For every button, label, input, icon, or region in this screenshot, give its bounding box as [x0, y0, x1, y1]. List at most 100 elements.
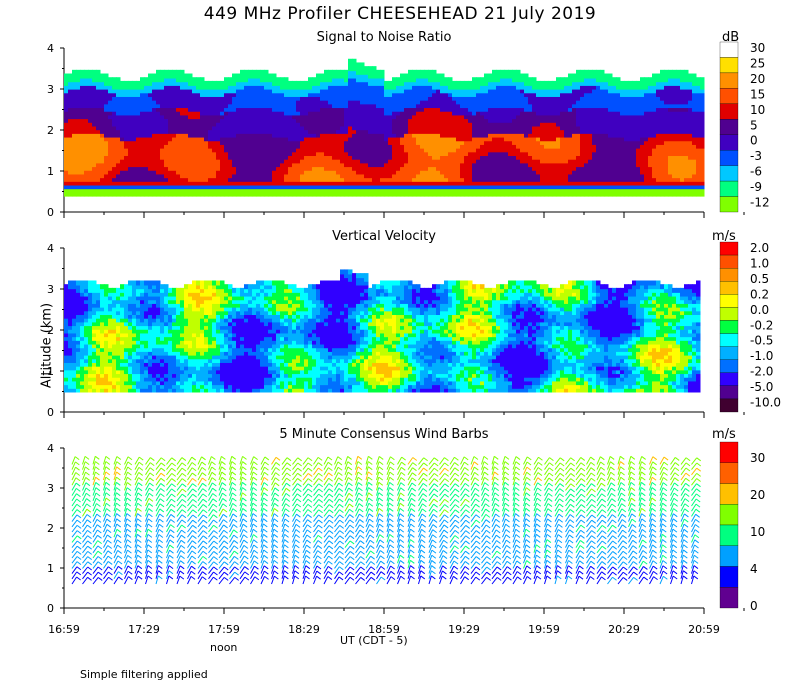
snr-cell: [128, 191, 133, 197]
snr-cell: [404, 95, 409, 101]
snr-cell: [144, 143, 149, 149]
snr-cell: [152, 147, 157, 153]
snr-cell: [232, 169, 237, 175]
snr-cell: [268, 128, 273, 134]
snr-cell: [340, 110, 345, 116]
snr-cell: [264, 88, 269, 94]
snr-cell: [412, 125, 417, 131]
snr-cell: [244, 121, 249, 127]
snr-cell: [180, 128, 185, 134]
snr-cell: [388, 187, 393, 193]
snr-cell: [120, 80, 125, 86]
snr-cell: [364, 114, 369, 120]
snr-cell: [340, 169, 345, 175]
snr-cell: [84, 173, 89, 179]
y-tick-label: 3: [47, 83, 54, 96]
snr-cell: [372, 88, 377, 94]
snr-cell: [176, 103, 181, 109]
snr-cell: [196, 162, 201, 168]
snr-cell: [92, 84, 97, 90]
snr-cell: [344, 84, 349, 90]
snr-cell: [380, 84, 385, 90]
snr-cell: [200, 173, 205, 179]
snr-cell: [64, 73, 69, 79]
snr-cell: [272, 117, 277, 123]
snr-cell: [480, 114, 485, 120]
snr-cell: [400, 184, 405, 190]
snr-cell: [112, 191, 117, 197]
snr-cell: [488, 154, 493, 160]
snr-cell: [288, 173, 293, 179]
snr-cell: [252, 95, 257, 101]
snr-cell: [460, 80, 465, 86]
snr-cell: [156, 147, 161, 153]
snr-cell: [236, 162, 241, 168]
snr-cell: [392, 84, 397, 90]
snr-cell: [388, 147, 393, 153]
snr-cell: [364, 91, 369, 97]
snr-cell: [272, 147, 277, 153]
snr-cell: [292, 187, 297, 193]
snr-cell: [468, 180, 473, 186]
snr-cell: [324, 95, 329, 101]
snr-cell: [400, 125, 405, 131]
snr-cell: [156, 117, 161, 123]
snr-cell: [256, 176, 261, 182]
snr-cell: [84, 117, 89, 123]
snr-cell: [412, 154, 417, 160]
snr-cell: [236, 121, 241, 127]
snr-cell: [344, 128, 349, 134]
snr-cell: [504, 147, 509, 153]
snr-cell: [160, 125, 165, 131]
snr-cell: [480, 128, 485, 134]
snr-cell: [104, 73, 109, 79]
snr-cell: [184, 103, 189, 109]
snr-cell: [112, 136, 117, 142]
snr-cell: [328, 176, 333, 182]
snr-cell: [68, 169, 73, 175]
snr-cell: [260, 173, 265, 179]
snr-cell: [420, 125, 425, 131]
snr-cell: [312, 103, 317, 109]
snr-cell: [380, 136, 385, 142]
snr-cell: [128, 132, 133, 138]
snr-cell: [84, 106, 89, 112]
snr-cell: [272, 165, 277, 171]
snr-cell: [512, 187, 517, 193]
snr-cell: [216, 84, 221, 90]
snr-cell: [432, 125, 437, 131]
snr-cell: [476, 151, 481, 157]
snr-cell: [76, 88, 81, 94]
snr-cell: [316, 180, 321, 186]
snr-cell: [352, 77, 357, 83]
snr-cell: [120, 187, 125, 193]
snr-cell: [180, 69, 185, 75]
snr-cell: [336, 165, 341, 171]
snr-cell: [464, 143, 469, 149]
snr-cell: [140, 158, 145, 164]
snr-cell: [336, 173, 341, 179]
snr-cell: [164, 91, 169, 97]
snr-cell: [320, 128, 325, 134]
snr-cell: [344, 151, 349, 157]
snr-cell: [112, 132, 117, 138]
snr-cell: [272, 143, 277, 149]
snr-cell: [412, 91, 417, 97]
snr-cell: [200, 84, 205, 90]
snr-cell: [140, 191, 145, 197]
snr-cell: [508, 73, 513, 79]
snr-cell: [268, 117, 273, 123]
snr-cell: [72, 80, 77, 86]
snr-cell: [408, 191, 413, 197]
snr-cell: [276, 143, 281, 149]
snr-cell: [284, 77, 289, 83]
snr-cell: [508, 128, 513, 134]
y-tick-label: 0: [47, 406, 54, 419]
snr-cell: [232, 132, 237, 138]
snr-cell: [400, 151, 405, 157]
snr-cell: [268, 80, 273, 86]
snr-cell: [316, 162, 321, 168]
snr-cell: [456, 143, 461, 149]
snr-cell: [492, 132, 497, 138]
snr-cell: [132, 173, 137, 179]
